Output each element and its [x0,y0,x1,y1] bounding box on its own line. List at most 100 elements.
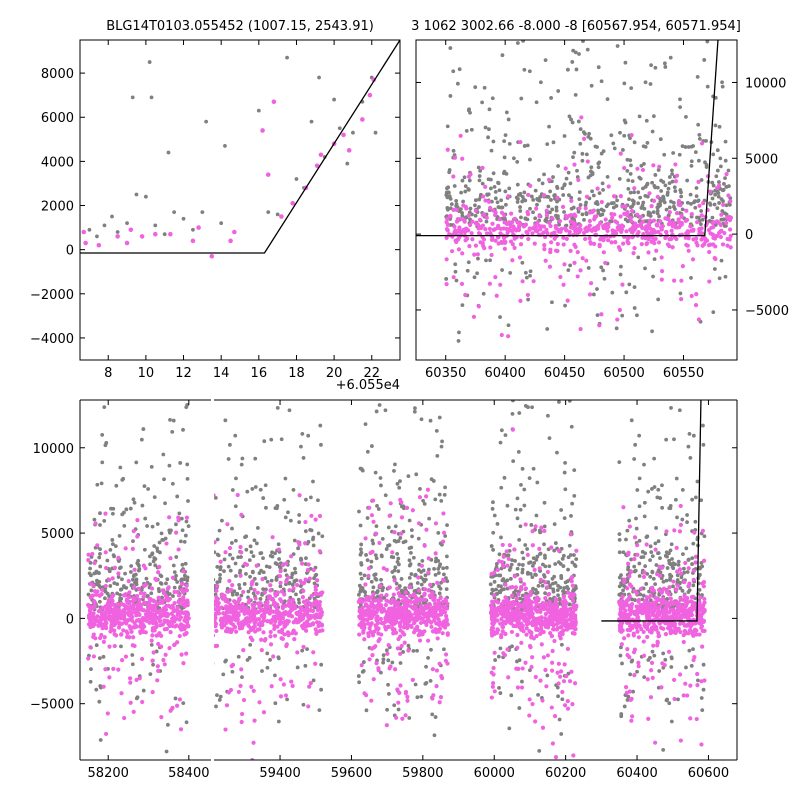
gray-point [699,178,704,182]
magenta-point [399,515,405,520]
magenta-point [239,719,244,725]
magenta-point [394,715,399,720]
magenta-point [528,630,533,635]
gray-point [238,568,243,573]
gray-point [460,303,465,308]
magenta-point [286,575,291,580]
gray-point [125,221,129,226]
gray-point [423,573,428,578]
gray-point [484,219,489,224]
gray-point [726,168,731,173]
gray-point [711,152,716,157]
gray-point [461,199,466,204]
magenta-point [544,208,549,213]
magenta-point [122,715,127,721]
magenta-point [150,633,155,638]
gray-point [147,60,152,64]
magenta-point [552,714,558,719]
magenta-point [113,621,118,626]
gray-point [419,417,424,422]
magenta-point [635,212,640,217]
magenta-point [537,223,542,229]
magenta-point [127,609,132,614]
gray-point [727,202,732,207]
magenta-point [131,603,136,608]
magenta-point [123,592,128,597]
gray-point [499,428,504,433]
gray-point [566,268,571,273]
gray-point [574,557,579,562]
gray-point [569,424,574,429]
gray-point [445,523,449,528]
gray-point [556,593,560,598]
gray-point [533,216,538,221]
gray-point [496,573,501,578]
gray-point [520,679,524,684]
gray-point [386,525,391,530]
y-tick-label: 8000 [41,67,74,82]
gray-point [536,583,541,588]
gray-point [222,557,227,562]
gray-point [209,592,213,596]
magenta-point [587,292,593,297]
magenta-point [623,204,628,209]
gray-point [160,595,164,600]
magenta-point [569,669,574,674]
gray-point [413,406,417,411]
gray-point [527,476,532,480]
gray-point [237,582,242,587]
magenta-point [500,629,505,634]
magenta-point [694,240,699,245]
magenta-point [305,598,310,603]
magenta-point [123,654,129,659]
gray-point [208,593,212,597]
magenta-point [401,607,406,612]
gray-point [412,589,417,593]
magenta-point [464,206,469,211]
gray-point [102,223,107,228]
gray-point [398,536,403,540]
gray-point [572,493,577,498]
magenta-point [208,617,212,621]
magenta-point [525,231,530,236]
gray-point [299,444,303,449]
gray-point [496,181,501,186]
gray-point [421,498,426,503]
magenta-point [696,179,701,184]
gray-point [525,143,530,148]
gray-point [555,186,560,190]
magenta-point [260,577,265,582]
gray-point [601,149,606,154]
gray-point [219,221,224,226]
magenta-point [530,655,535,660]
gray-point [142,547,147,552]
gray-point [98,523,102,527]
gray-point [601,187,605,192]
magenta-point [443,652,449,657]
magenta-point [572,592,577,597]
magenta-point [243,561,248,566]
gray-point [233,504,238,509]
gray-point [678,291,683,296]
magenta-point [543,616,548,621]
gray-point [689,163,694,168]
gray-point [379,554,384,559]
magenta-point [174,703,180,708]
zoom-panel-title: BLG14T0103.055452 (1007.15, 2543.91) [106,19,374,34]
gray-point [261,556,265,561]
magenta-point [422,543,427,548]
magenta-point [447,214,453,219]
gray-point [233,538,238,543]
gray-point [569,195,574,200]
magenta-point [207,626,211,630]
gray-point [279,437,284,442]
gray-point [98,564,103,569]
gray-point [239,462,244,467]
gray-point [265,579,270,584]
magenta-point [425,487,431,492]
gray-point [382,595,387,600]
gray-point [590,171,595,175]
gray-point [186,499,190,503]
gray-point [629,163,633,168]
magenta-point [103,565,109,571]
